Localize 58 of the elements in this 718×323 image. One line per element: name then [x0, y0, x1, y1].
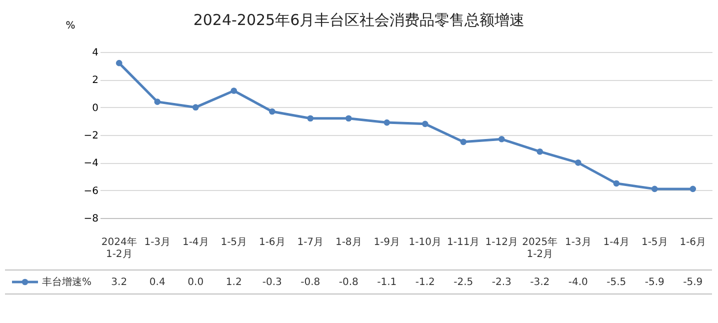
- data-label: 3.2: [111, 277, 128, 288]
- y-axis-title: %: [66, 20, 76, 32]
- x-tick-label: 1-8月: [335, 237, 362, 248]
- x-tick-label: 1-6月: [680, 237, 706, 248]
- x-tick-label: 1-12月: [485, 237, 518, 248]
- point: [498, 136, 505, 142]
- point: [460, 138, 467, 146]
- data-label: -5.9: [683, 277, 703, 288]
- data-label: -0.8: [338, 277, 358, 288]
- data-label: -4.0: [568, 277, 588, 288]
- y-tick-label: −6: [84, 186, 98, 197]
- y-tick-label: −4: [84, 158, 98, 170]
- data-label: -0.3: [262, 277, 282, 288]
- y-tick-label: 2: [92, 75, 98, 86]
- point: [613, 180, 620, 187]
- data-label: 0.4: [149, 277, 166, 288]
- x-tick-label: 1-4月: [182, 237, 209, 248]
- x-tick-label: 1-3月: [564, 237, 592, 248]
- y-tick-label: −2: [84, 130, 98, 142]
- data-label: 1.2: [226, 277, 242, 288]
- x-tick-label: 1-3月: [144, 237, 171, 248]
- data-label: -5.9: [644, 277, 664, 288]
- point: [192, 104, 199, 110]
- point: [116, 60, 122, 66]
- point: [422, 120, 428, 128]
- point: [384, 119, 390, 126]
- x-tick-label: 1-10月: [408, 237, 442, 248]
- data-label: -2.3: [492, 277, 512, 288]
- point: [651, 186, 658, 192]
- data-label: 0.0: [188, 277, 204, 288]
- point: [307, 115, 314, 122]
- x-tick-label: 2025年 1-2月: [522, 236, 558, 260]
- y-tick-label: −8: [84, 214, 98, 224]
- y-tick-label: 0: [92, 102, 98, 114]
- x-tick-label: 1-11月: [447, 237, 480, 248]
- data-label: -2.5: [454, 277, 474, 288]
- x-tick-label: 1-4月: [603, 237, 630, 248]
- point: [154, 98, 161, 105]
- legend-label: 丰台增速%: [42, 276, 92, 288]
- point: [230, 88, 238, 94]
- x-tick-label: 1-6月: [258, 237, 286, 248]
- point: [345, 115, 352, 122]
- x-tick-label: 1-7月: [297, 237, 324, 248]
- chart-title: 2024-2025年6月丰台区社会消费品零售总额增速: [193, 11, 525, 29]
- point: [574, 160, 582, 166]
- x-tick-label: 1-9月: [374, 237, 400, 248]
- data-label: -5.5: [606, 277, 626, 288]
- data-label: -0.8: [300, 277, 320, 288]
- data-label: -1.1: [377, 277, 397, 288]
- x-tick-label: 2024年 1-2月: [101, 236, 137, 260]
- y-tick-label: 4: [92, 48, 98, 58]
- x-tick-label: 1-5月: [220, 237, 248, 248]
- point: [536, 148, 544, 155]
- data-label: -3.2: [530, 277, 550, 288]
- x-tick-label: 1-5月: [641, 237, 668, 248]
- point: [690, 186, 696, 192]
- point: [268, 108, 276, 115]
- data-label: -1.2: [415, 277, 435, 288]
